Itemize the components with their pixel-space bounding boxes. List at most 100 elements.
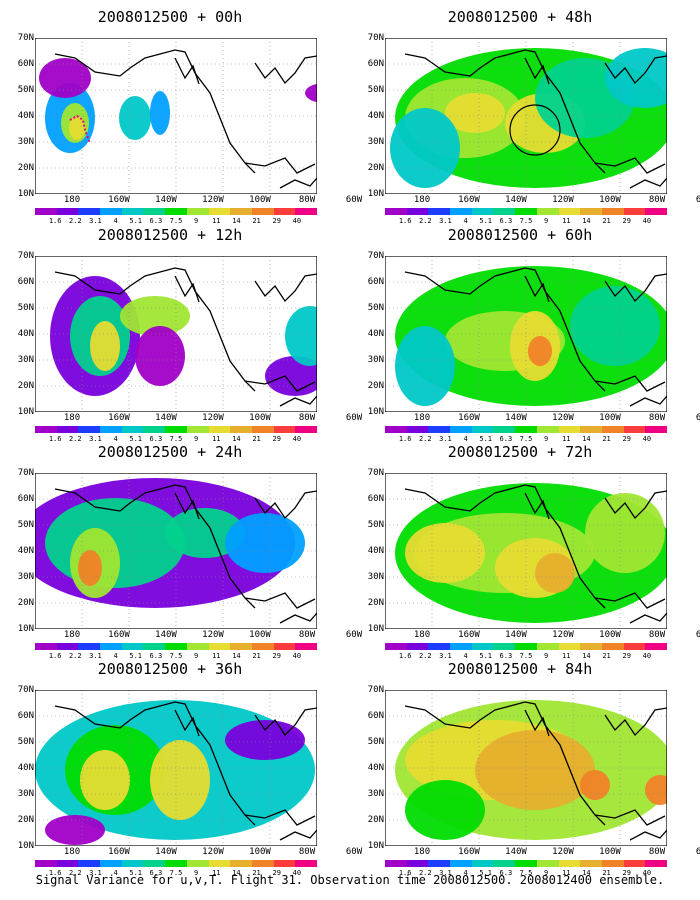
colorbar-swatch (515, 426, 537, 433)
colorbar (35, 643, 317, 650)
colorbar-swatch (295, 426, 317, 433)
colorbar-swatch (121, 860, 144, 867)
longitude-label: 160W (108, 630, 130, 640)
coastline (594, 592, 666, 609)
latitude-label: 40N (367, 546, 384, 556)
coastline (629, 612, 667, 624)
longitude-label: 120W (552, 413, 574, 423)
colorbar-label: 2.2 (68, 652, 82, 660)
colorbar-label: 29 (272, 217, 281, 225)
panel-title: 2008012500 + 24h (97, 443, 243, 461)
colorbar-label: 11 (562, 652, 571, 660)
colorbar-label: 21 (252, 652, 261, 660)
colorbar-label: 5.1 (479, 217, 493, 225)
colorbar-label: 40 (642, 652, 652, 660)
latitude-label: 10N (367, 624, 384, 634)
latitude-label: 50N (367, 303, 384, 313)
latitude-label: 40N (367, 763, 384, 773)
latitude-label: 50N (17, 85, 34, 95)
longitude-label: 120W (552, 195, 574, 205)
longitude-label: 80W (648, 195, 666, 205)
longitude-label: 100W (599, 413, 621, 423)
colorbar-label: 4 (463, 869, 468, 877)
contour-region (90, 321, 120, 371)
latitude-label: 40N (367, 329, 384, 339)
longitude-label: 60W (345, 630, 363, 640)
latitude-label: 30N (17, 572, 34, 582)
colorbar-swatch (100, 426, 122, 433)
colorbar-swatch (580, 643, 602, 650)
colorbar-swatch (450, 643, 472, 650)
colorbar-swatch (601, 426, 624, 433)
colorbar-swatch (273, 643, 296, 650)
contour-region (285, 306, 317, 366)
coastline (594, 809, 666, 826)
contour-region (150, 91, 170, 135)
colorbar-swatch (623, 426, 646, 433)
colorbar-swatch (100, 860, 122, 867)
colorbar-swatch (580, 426, 602, 433)
colorbar-label: 2.2 (68, 217, 82, 225)
contour-region (475, 730, 595, 810)
colorbar-label: 5.1 (129, 435, 143, 443)
latitude-label: 70N (17, 468, 34, 478)
latitude-label: 70N (367, 685, 384, 695)
colorbar-label: 40 (642, 869, 652, 877)
coastline (524, 492, 550, 520)
colorbar-swatch (295, 208, 317, 215)
latitude-label: 70N (367, 33, 384, 43)
colorbar-label: 40 (292, 652, 302, 660)
colorbar-label: 3.1 (89, 869, 102, 877)
colorbar-swatch (536, 208, 559, 215)
colorbar-label: 4 (113, 435, 118, 443)
latitude-label: 60N (367, 711, 384, 721)
longitude-label: 120W (202, 847, 224, 857)
latitude-label: 30N (17, 137, 34, 147)
panel-title: 2008012500 + 12h (97, 226, 243, 244)
colorbar-swatch (493, 426, 516, 433)
variance-field (35, 700, 315, 845)
colorbar-label: 21 (602, 652, 611, 660)
colorbar-label: 5.1 (129, 217, 143, 225)
colorbar-swatch (493, 643, 516, 650)
longitude-label: 140W (505, 413, 527, 423)
colorbar-label: 29 (622, 652, 631, 660)
longitude-label: 180 (63, 847, 81, 857)
latitude-label: 70N (367, 468, 384, 478)
longitude-label: 180 (413, 195, 431, 205)
latitude-label: 50N (367, 85, 384, 95)
contour-region (165, 508, 245, 558)
longitude-label: 60W (695, 630, 700, 640)
colorbar-label: 4 (463, 435, 468, 443)
panel-title: 2008012500 + 72h (447, 443, 593, 461)
colorbar-label: 9 (544, 435, 549, 443)
coastline (404, 484, 606, 609)
colorbar-label: 11 (562, 217, 571, 225)
colorbar-swatch (165, 208, 187, 215)
colorbar-label: 3.1 (89, 217, 102, 225)
colorbar-swatch (493, 860, 516, 867)
colorbar-label: 21 (602, 869, 611, 877)
colorbar-swatch (601, 860, 624, 867)
longitude-label: 60W (345, 195, 363, 205)
colorbar-label: 11 (212, 217, 221, 225)
colorbar-label: 3.1 (439, 217, 452, 225)
latitude-label: 10N (367, 841, 384, 851)
colorbar-swatch (536, 643, 559, 650)
latitude-label: 70N (17, 685, 34, 695)
map-panel: 2008012500 + 72h 70N 60N 50N 40N 30N 20N 10N 180… (350, 443, 700, 660)
coastline (604, 490, 667, 520)
contour-region (528, 336, 552, 366)
colorbar-label: 11 (212, 652, 221, 660)
colorbar-swatch (515, 643, 537, 650)
coastline (254, 273, 317, 303)
longitude-label: 160W (108, 847, 130, 857)
longitude-label: 160W (108, 195, 130, 205)
longitude-label: 80W (648, 630, 666, 640)
contour-region (305, 83, 317, 103)
latitude-label: 20N (17, 163, 34, 173)
colorbar-swatch (35, 643, 57, 650)
colorbar-label: 5.1 (479, 869, 493, 877)
colorbar-label: 2.2 (418, 217, 432, 225)
colorbar-label: 3.1 (439, 652, 452, 660)
